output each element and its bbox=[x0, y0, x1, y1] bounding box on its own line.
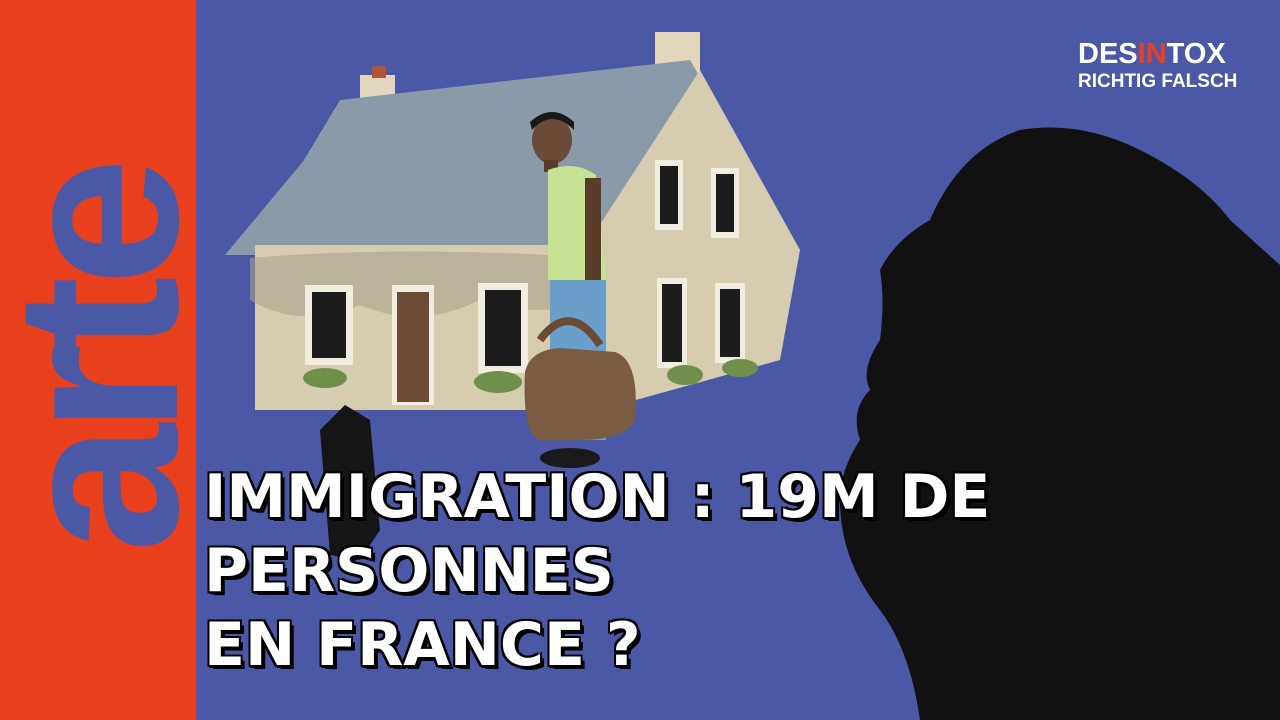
man-with-bag-illustration bbox=[524, 112, 636, 468]
desintox-badge: DESINTOX RICHTIG FALSCH bbox=[1078, 40, 1238, 92]
headline-line-3: EN FRANCE ? bbox=[204, 610, 641, 680]
desintox-title: DESINTOX bbox=[1078, 40, 1237, 69]
headline: IMMIGRATION : 19M DE PERSONNES EN FRANCE… bbox=[204, 460, 990, 682]
arte-logo: arte bbox=[0, 10, 227, 710]
headline-line-2: PERSONNES bbox=[204, 536, 615, 606]
head-silhouette bbox=[840, 127, 1280, 720]
headline-line-1: IMMIGRATION : 19M DE bbox=[204, 462, 991, 532]
richtig-falsch-subtitle: RICHTIG FALSCH bbox=[1078, 71, 1238, 92]
phone-silhouette bbox=[320, 405, 380, 560]
desintox-part-a: DES bbox=[1078, 38, 1138, 70]
desintox-part-c: TOX bbox=[1166, 38, 1226, 70]
desintox-part-b: IN bbox=[1137, 38, 1167, 70]
house-illustration bbox=[225, 32, 800, 410]
arte-logo-strip: arte bbox=[0, 0, 227, 720]
arte-logo-text: arte bbox=[0, 167, 227, 553]
